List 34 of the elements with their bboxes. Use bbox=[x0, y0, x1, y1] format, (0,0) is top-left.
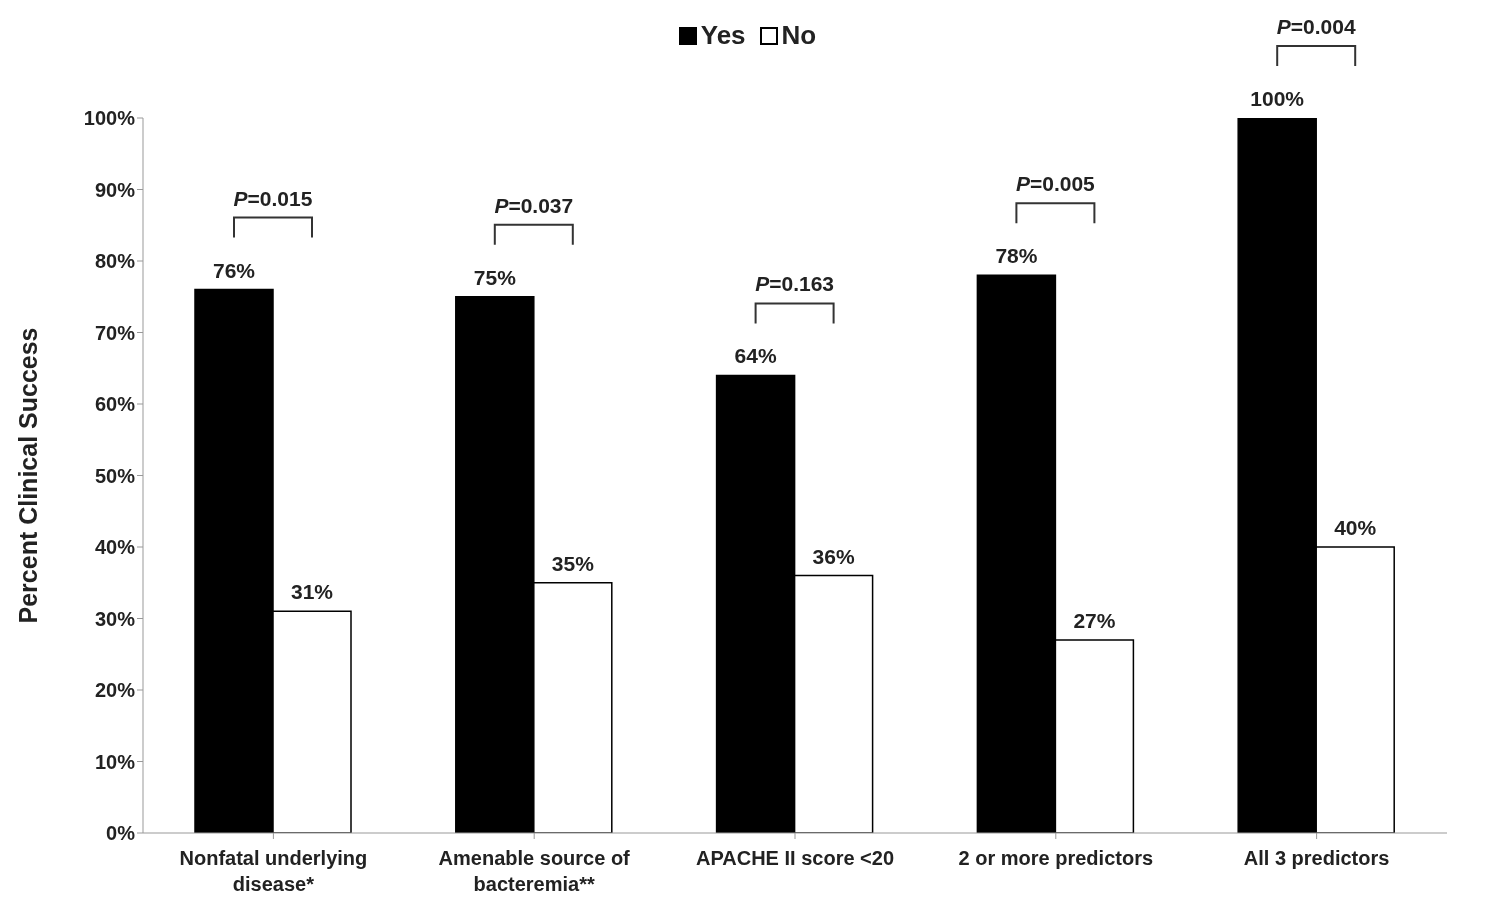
x-tick-label: 2 or more predictors bbox=[958, 847, 1154, 869]
text: P=0.004 bbox=[1276, 15, 1356, 38]
y-tick-label: 20% bbox=[94, 679, 136, 702]
y-axis-title: Percent Clinical Success bbox=[13, 327, 42, 624]
annotation: P=0.037 bbox=[494, 193, 574, 217]
y-tick-label: 40% bbox=[94, 536, 136, 559]
annotation: P=0.005 bbox=[1015, 172, 1096, 196]
data-label: 64% bbox=[734, 344, 777, 368]
y-tick-label: 70% bbox=[94, 321, 136, 344]
x-tick-label: Amenable source of bacteremia** bbox=[438, 847, 631, 895]
y-tick-label: 10% bbox=[94, 750, 136, 773]
y-tick-label: 0% bbox=[106, 822, 136, 845]
y-tick-label: 30% bbox=[94, 607, 136, 630]
data-label: 76% bbox=[212, 258, 256, 282]
legend-label: No bbox=[780, 20, 817, 51]
y-tick-label: 80% bbox=[94, 250, 136, 273]
x-tick-label: APACHE II score <20 bbox=[695, 847, 895, 869]
data-label: 40% bbox=[1334, 516, 1377, 539]
legend-label: Yes bbox=[699, 20, 746, 51]
data-label: 31% bbox=[290, 580, 334, 604]
annotation: P=0.163 bbox=[755, 272, 835, 296]
data-label: 35% bbox=[551, 551, 595, 575]
annotation: P=0.015 bbox=[233, 186, 313, 210]
data-label: 75% bbox=[473, 265, 517, 289]
x-tick-label: All 3 predictors bbox=[1243, 847, 1390, 869]
data-label: 100% bbox=[1250, 87, 1305, 110]
data-label: 36% bbox=[812, 544, 855, 568]
x-tick-label: Nonfatal underlying disease* bbox=[179, 847, 368, 895]
y-tick-label: 100% bbox=[83, 107, 136, 130]
data-label: 78% bbox=[995, 244, 1038, 268]
data-label: 27% bbox=[1073, 608, 1116, 632]
y-tick-label: 90% bbox=[94, 178, 136, 201]
y-tick-label: 50% bbox=[94, 464, 136, 487]
y-tick-label: 60% bbox=[94, 393, 136, 416]
